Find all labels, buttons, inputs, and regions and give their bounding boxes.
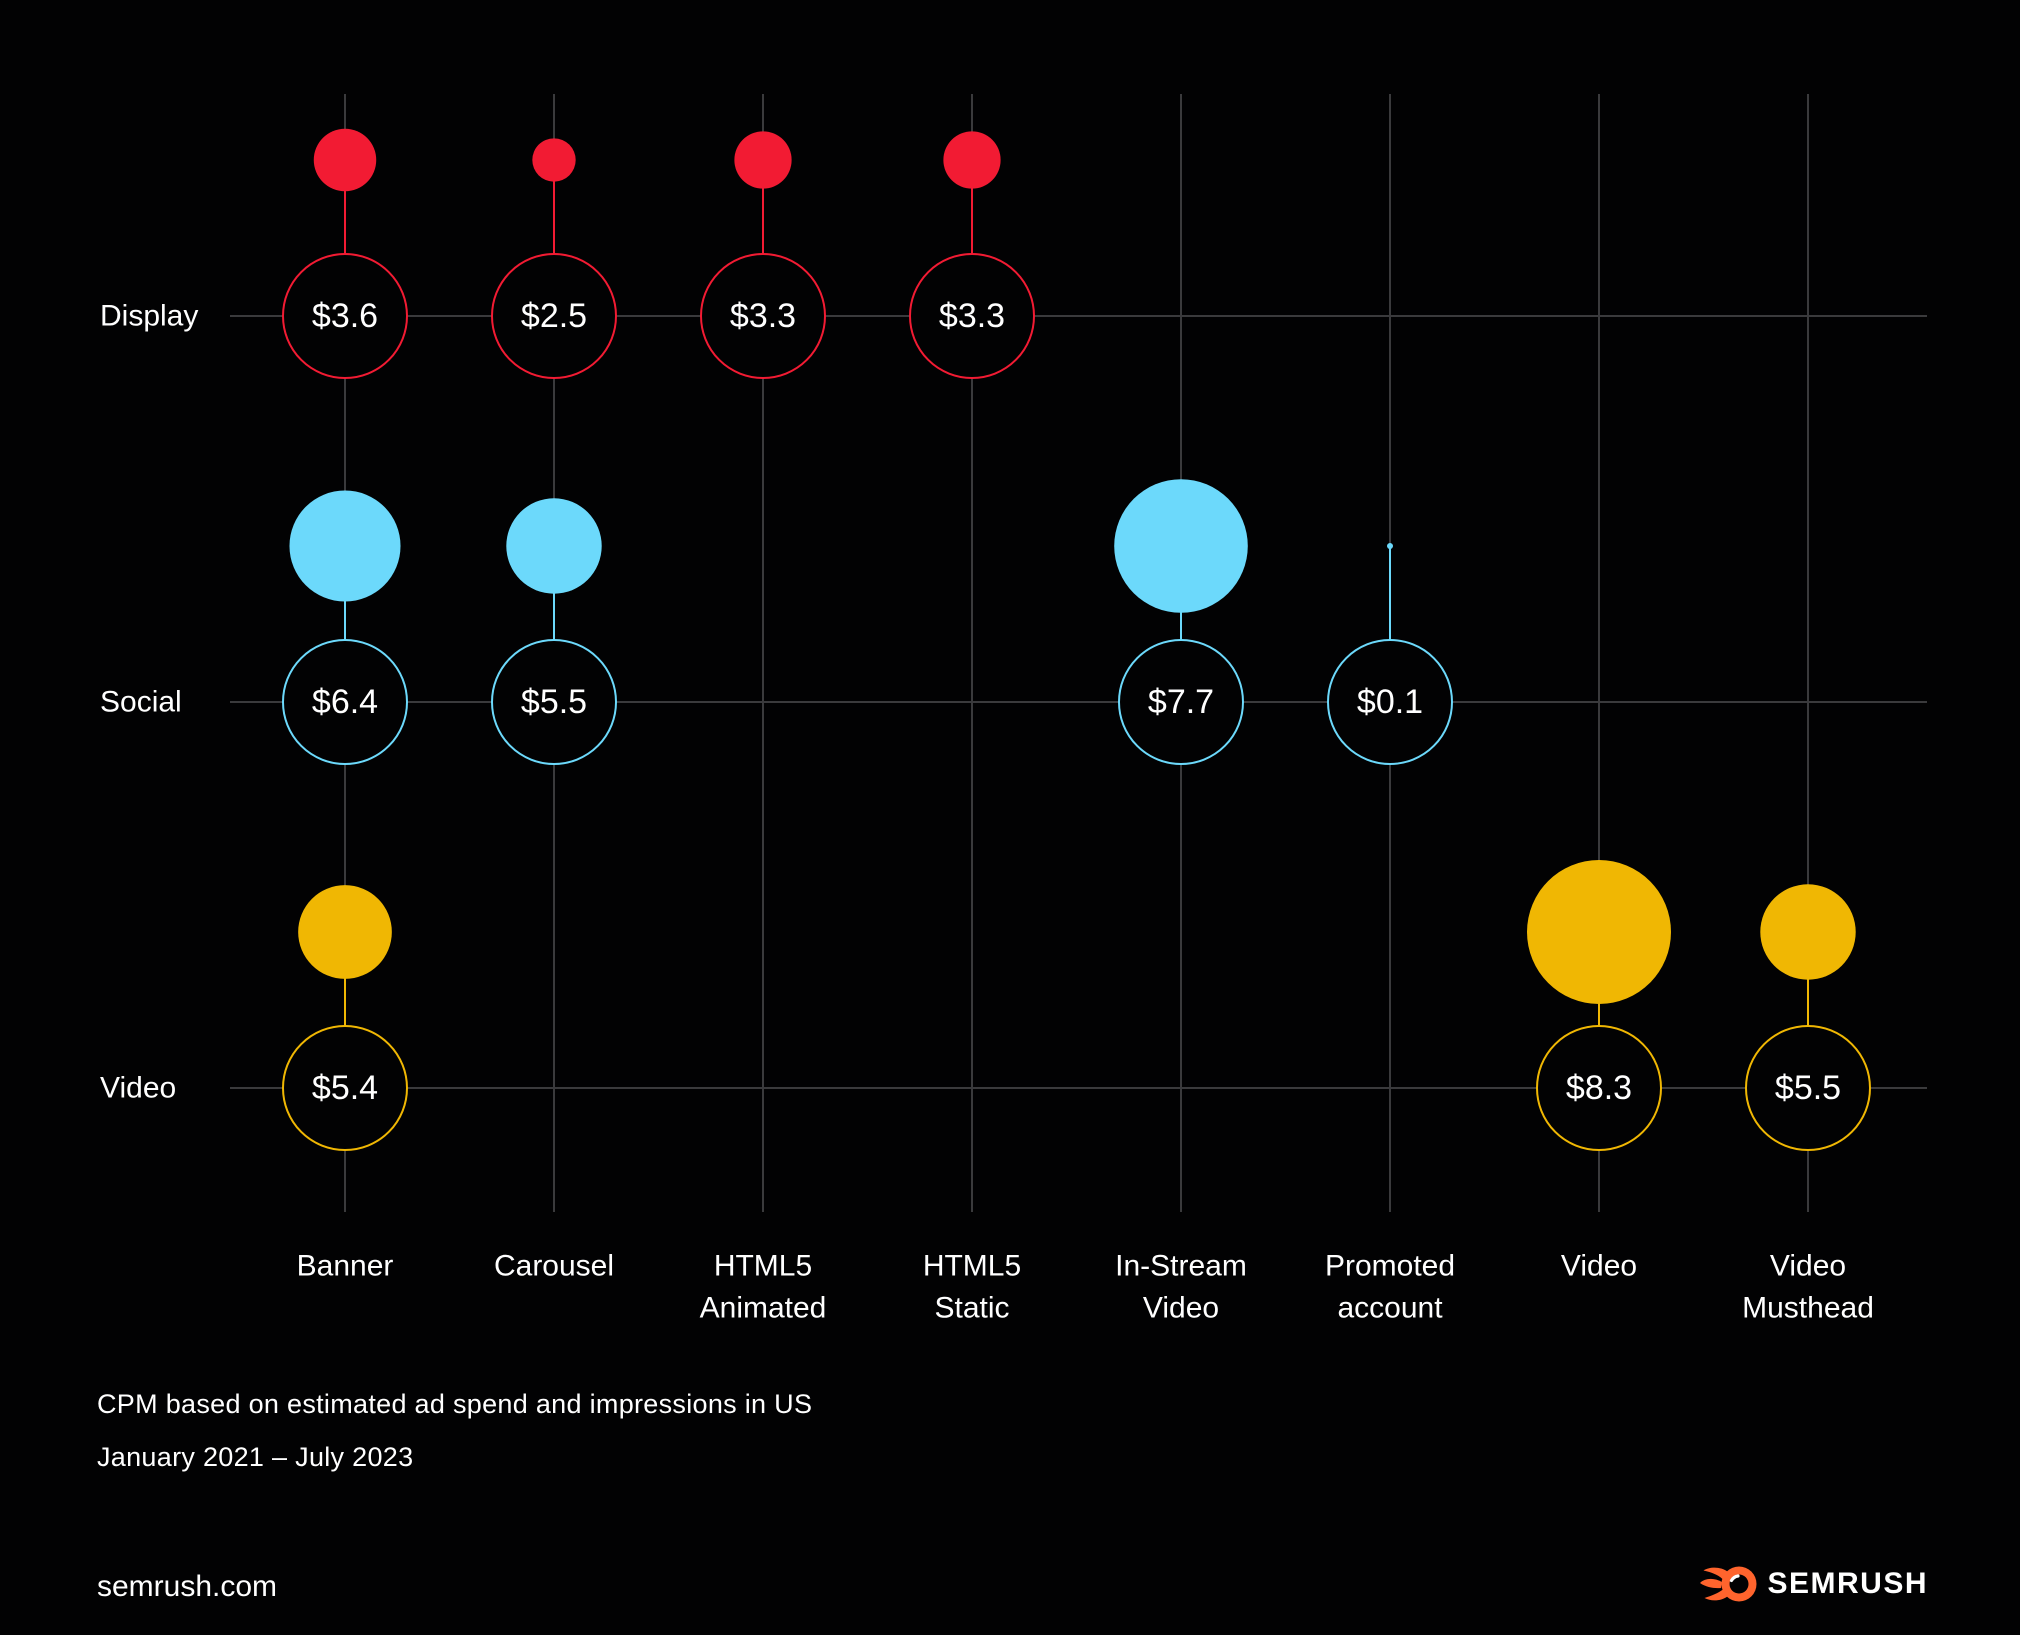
site-url: semrush.com bbox=[97, 1570, 278, 1603]
value-label-social-carousel: $5.5 bbox=[521, 683, 587, 721]
bubble-social-promoted-account bbox=[1387, 543, 1393, 549]
category-label-html5-static-line2: Static bbox=[934, 1292, 1009, 1325]
value-circle-video-video-musthead bbox=[1745, 1025, 1871, 1151]
bubble-video-video bbox=[1526, 859, 1672, 1005]
value-circle-social-in-stream-video bbox=[1118, 639, 1244, 765]
value-label-social-in-stream-video: $7.7 bbox=[1148, 683, 1214, 721]
value-circle-display-html5-animated bbox=[700, 253, 826, 379]
value-label-video-video-musthead: $5.5 bbox=[1775, 1069, 1841, 1107]
semrush-logo: SEMRUSH bbox=[1700, 1564, 1928, 1604]
semrush-wordmark: SEMRUSH bbox=[1767, 1567, 1928, 1600]
category-label-html5-animated-line2: Animated bbox=[700, 1292, 827, 1325]
value-circle-social-carousel bbox=[491, 639, 617, 765]
category-label-promoted-account-line2: account bbox=[1337, 1292, 1443, 1325]
category-label-in-stream-video-line1: In-Stream bbox=[1115, 1250, 1247, 1283]
value-circle-social-banner bbox=[282, 639, 408, 765]
row-label-video: Video bbox=[100, 1072, 176, 1105]
category-label-banner: Banner bbox=[297, 1250, 394, 1283]
value-circle-video-banner bbox=[282, 1025, 408, 1151]
category-label-html5-animated-line1: HTML5 bbox=[714, 1250, 812, 1283]
category-label-video-musthead-line2: Musthead bbox=[1742, 1292, 1874, 1325]
bubble-display-carousel bbox=[532, 138, 576, 182]
category-label-video-musthead-line1: Video bbox=[1770, 1250, 1846, 1283]
category-label-carousel: Carousel bbox=[494, 1250, 614, 1283]
semrush-flame-icon bbox=[1700, 1566, 1757, 1602]
value-label-display-html5-animated: $3.3 bbox=[730, 297, 796, 335]
value-label-display-html5-static: $3.3 bbox=[939, 297, 1005, 335]
value-circle-social-promoted-account bbox=[1327, 639, 1453, 765]
bubble-display-banner bbox=[313, 128, 377, 192]
bubble-video-banner bbox=[298, 885, 392, 979]
value-label-display-carousel: $2.5 bbox=[521, 297, 587, 335]
value-circle-display-carousel bbox=[491, 253, 617, 379]
value-circle-video-video bbox=[1536, 1025, 1662, 1151]
footnote-line-2: January 2021 – July 2023 bbox=[97, 1442, 414, 1472]
bubble-display-html5-static bbox=[943, 131, 1001, 189]
value-circle-display-banner bbox=[282, 253, 408, 379]
bubble-social-in-stream-video bbox=[1114, 479, 1248, 613]
category-label-promoted-account-line1: Promoted bbox=[1325, 1250, 1455, 1283]
value-label-video-video: $8.3 bbox=[1566, 1069, 1632, 1107]
value-label-social-promoted-account: $0.1 bbox=[1357, 683, 1423, 721]
category-label-html5-static-line1: HTML5 bbox=[923, 1250, 1021, 1283]
category-label-in-stream-video-line2: Video bbox=[1143, 1292, 1219, 1325]
value-circle-display-html5-static bbox=[909, 253, 1035, 379]
value-label-video-banner: $5.4 bbox=[312, 1069, 378, 1107]
value-label-display-banner: $3.6 bbox=[312, 297, 378, 335]
bubble-video-video-musthead bbox=[1760, 884, 1856, 980]
row-label-social: Social bbox=[100, 686, 182, 719]
row-label-display: Display bbox=[100, 300, 198, 333]
bubble-social-banner bbox=[289, 490, 401, 602]
footnote-line-1: CPM based on estimated ad spend and impr… bbox=[97, 1389, 813, 1419]
bubble-display-html5-animated bbox=[734, 131, 792, 189]
category-label-video: Video bbox=[1561, 1250, 1637, 1283]
bubble-social-carousel bbox=[506, 498, 602, 594]
chart-footnote: CPM based on estimated ad spend and impr… bbox=[97, 1378, 812, 1484]
value-label-social-banner: $6.4 bbox=[312, 683, 378, 721]
